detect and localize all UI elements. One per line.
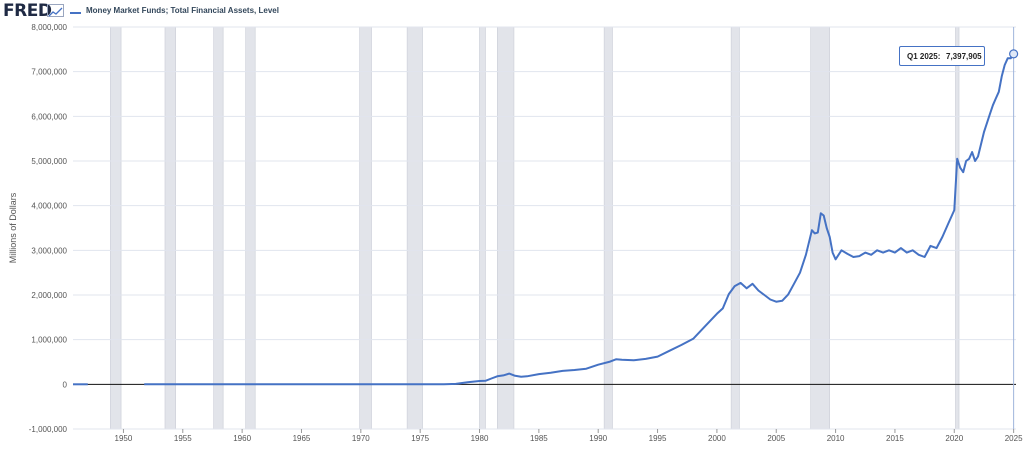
y-axis-title: Millions of Dollars: [8, 192, 18, 263]
recession-band: [730, 26, 740, 430]
x-tick-label: 1975: [411, 434, 429, 443]
y-tick-label: 4,000,000: [31, 202, 67, 211]
y-tick-label: 3,000,000: [31, 246, 67, 255]
recession-band: [213, 26, 224, 430]
x-tick-label: 1980: [471, 434, 489, 443]
x-tick-label: 2015: [886, 434, 904, 443]
recession-band: [497, 26, 515, 430]
x-tick-label: 1985: [530, 434, 548, 443]
x-tick-label: 2025: [1005, 434, 1023, 443]
x-tick-label: 2005: [767, 434, 785, 443]
x-tick-label: 1970: [352, 434, 370, 443]
x-axis-ticks: 1950 1955 1960 1965 1970 1975 1980 1985 1990 1995…: [115, 429, 1023, 443]
x-tick-label: 1995: [649, 434, 667, 443]
hover-markers: [1009, 27, 1019, 429]
y-tick-label: 8,000,000: [31, 23, 67, 32]
y-tick-label: 7,000,000: [31, 68, 67, 77]
x-tick-label: 1990: [589, 434, 607, 443]
recession-band: [110, 26, 122, 430]
y-tick-label: 5,000,000: [31, 157, 67, 166]
recession-band: [603, 26, 613, 430]
x-tick-label: 1955: [174, 434, 192, 443]
y-tick-label: 1,000,000: [31, 336, 67, 345]
line-graph-icon: [47, 4, 64, 17]
recession-band: [955, 26, 960, 430]
chart-header: FRED Money Market Funds; Total Financial…: [0, 0, 1024, 24]
x-tick-label: 2010: [827, 434, 845, 443]
recession-band: [406, 26, 423, 430]
y-tick-label: 6,000,000: [31, 112, 67, 121]
gridlines: [73, 26, 1016, 430]
recession-band: [164, 26, 176, 430]
tooltip-value: 7,397,905: [946, 52, 982, 61]
hover-point[interactable]: [1009, 49, 1019, 59]
y-axis-ticks: -1,000,000 0 1,000,000 2,000,000 3,000,000 4,…: [29, 23, 68, 434]
x-tick-label: 1950: [115, 434, 133, 443]
recession-band: [479, 26, 486, 430]
legend-swatch: [70, 12, 81, 14]
hover-tooltip: Q1 2025: 7,397,905: [899, 46, 985, 66]
recession-band: [245, 26, 256, 430]
recession-bands: [110, 26, 960, 430]
x-tick-label: 1965: [293, 434, 311, 443]
tooltip-period: Q1 2025:: [907, 52, 941, 61]
series-lines: [73, 53, 1015, 386]
y-tick-label: 2,000,000: [31, 291, 67, 300]
recession-band: [359, 26, 372, 430]
y-tick-label: 0: [63, 380, 68, 389]
y-tick-label: -1,000,000: [29, 425, 68, 434]
x-tick-label: 1960: [233, 434, 251, 443]
x-tick-label: 2000: [708, 434, 726, 443]
fred-logo[interactable]: FRED: [3, 1, 52, 21]
series-line[interactable]: [144, 53, 1015, 386]
legend-label: Money Market Funds; Total Financial Asse…: [86, 6, 279, 15]
x-tick-label: 2020: [945, 434, 963, 443]
